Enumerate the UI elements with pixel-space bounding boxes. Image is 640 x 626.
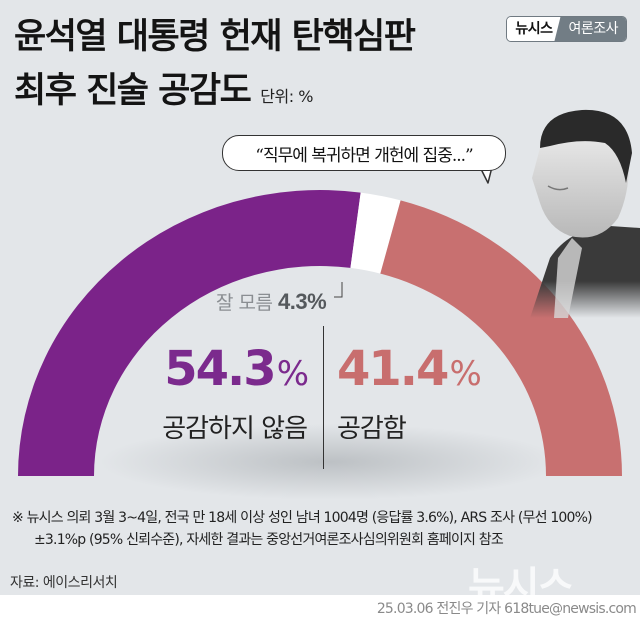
note-line-2: ±3.1%p (95% 신뢰수준), 자세한 결과는 중앙선거여론조사심의위원회… [34, 532, 504, 548]
not-empathize-percent: 54.3% [164, 345, 309, 394]
dont-know-leader-line [334, 282, 343, 298]
arc-not-empathize [18, 189, 361, 476]
empathize-value: 41.4 [337, 341, 449, 397]
survey-note: ※ 뉴시스 의뢰 3월 3~4일, 전국 만 18세 이상 성인 남녀 1004… [12, 507, 593, 551]
empathize-label: 공감함 [337, 414, 407, 444]
newsis-watermark: 뉴시스 [468, 564, 574, 610]
badge-brand: 뉴시스 [507, 17, 561, 41]
quote-bubble: “직무에 복귀하면 개헌에 집중...” [222, 135, 506, 171]
dont-know-text: 잘 모름 [216, 292, 273, 314]
credit-line: 25.03.06 전진우 기자 618tue@newsis.com [376, 601, 637, 617]
source-label: 자료: 에이스리서치 [10, 575, 118, 591]
footer-band [0, 595, 640, 626]
empathize-percent: 41.4% [337, 345, 482, 394]
center-divider [323, 326, 324, 469]
dont-know-label: 잘 모름 4.3% [216, 288, 327, 315]
chart-title-line2: 최후 진술 공감도 단위: % [14, 74, 313, 109]
arc-empathize [380, 200, 622, 476]
not-empathize-value: 54.3 [164, 341, 276, 397]
president-photo [530, 109, 640, 318]
arc-dont-know [350, 192, 401, 274]
gauge-shadow [100, 424, 560, 500]
percent-sign: % [449, 354, 481, 394]
percent-sign: % [276, 354, 309, 394]
note-line-1: ※ 뉴시스 의뢰 3월 3~4일, 전국 만 18세 이상 성인 남녀 1004… [12, 510, 593, 526]
unit-label: 단위: % [260, 87, 313, 106]
chart-title-line1: 윤석열 대통령 헌재 탄핵심판 [14, 17, 416, 57]
not-empathize-label: 공감하지 않음 [162, 414, 308, 444]
poll-badge: 뉴시스 여론조사 [506, 16, 627, 42]
badge-type: 여론조사 [554, 17, 626, 41]
dont-know-value: 4.3% [278, 289, 327, 314]
title-text: 최후 진술 공감도 [14, 71, 252, 111]
